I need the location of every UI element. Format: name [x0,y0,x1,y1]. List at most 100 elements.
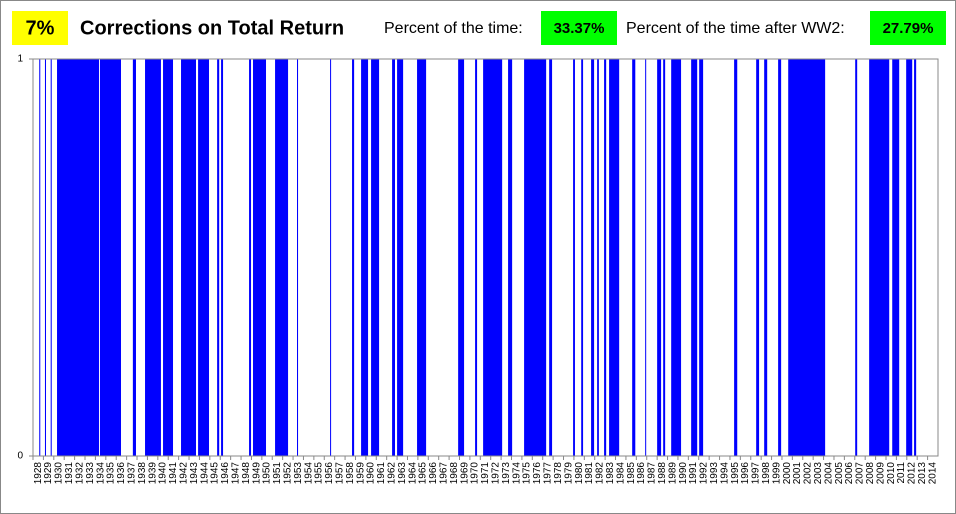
x-tick-label: 1976 [532,462,543,485]
x-tick-label: 1953 [293,462,304,485]
stat-label: Percent of the time after WW2: [626,20,845,37]
x-tick-label: 1989 [667,462,678,485]
x-tick-label: 1995 [730,462,741,485]
x-tick-label: 1949 [251,462,262,485]
x-tick-label: 2010 [886,462,897,485]
x-tick-label: 1963 [397,462,408,485]
x-tick-label: 1932 [74,462,85,485]
bar [778,59,782,456]
bar [330,59,332,456]
x-tick-label: 1971 [480,462,491,485]
x-tick-label: 1968 [449,462,460,485]
plot-frame [32,58,939,457]
x-tick-label: 1954 [303,462,314,485]
bar [657,59,662,456]
x-tick-label: 1985 [626,462,637,485]
x-tick-label: 1990 [678,462,689,485]
x-tick-label: 1996 [740,462,751,485]
x-tick-label: 1977 [543,462,554,485]
bar [249,59,252,456]
x-tick-label: 1938 [137,462,148,485]
bar [475,59,478,456]
x-tick-label: 1948 [241,462,252,485]
x-tick-label: 2011 [896,462,907,484]
x-tick-label: 1974 [511,462,522,485]
x-tick-label: 1964 [407,462,418,485]
bar [275,59,289,456]
x-tick-label: 1961 [376,462,387,485]
x-tick-label: 1942 [178,462,189,485]
bar [39,59,41,456]
bar [397,59,404,456]
x-tick-label: 1939 [147,462,158,485]
bar [671,59,682,456]
x-tick-label: 2004 [823,462,834,485]
bar [691,59,698,456]
bar [524,59,547,456]
x-tick-label: 2000 [782,462,793,485]
bar [914,59,917,456]
x-tick-label: 1959 [355,462,366,485]
bar [217,59,220,456]
x-tick-label: 1978 [553,462,564,485]
x-tick-label: 1931 [64,462,75,485]
x-tick-label: 1987 [647,462,658,485]
x-tick-label: 1983 [605,462,616,485]
x-tick-label: 2007 [855,462,866,485]
x-tick-label: 1950 [262,462,273,485]
x-tick-label: 1952 [282,462,293,485]
bar [597,59,599,456]
x-tick-label: 1933 [85,462,96,485]
x-tick-label: 1951 [272,462,283,485]
bar [392,59,395,456]
x-tick-label: 1992 [699,462,710,485]
x-tick-label: 2006 [844,462,855,485]
badge-box [12,11,68,45]
bar [181,59,197,456]
x-tick-label: 2001 [792,462,803,485]
bar [869,59,890,456]
x-tick-label: 1999 [771,462,782,485]
bar [44,59,47,456]
bar [221,59,224,456]
badge: 7% [26,17,55,39]
bar [734,59,738,456]
x-tick-label: 1955 [314,462,325,485]
x-tick-label: 1940 [158,462,169,485]
bar [163,59,174,456]
x-tick-label: 1997 [751,462,762,485]
x-tick-label: 1966 [428,462,439,485]
x-tick-label: 1973 [501,462,512,485]
stat-box [541,11,617,45]
x-tick-label: 1934 [95,462,106,485]
bar [764,59,768,456]
bar [297,59,299,456]
bar [50,59,52,456]
x-tick-label: 1928 [33,462,44,485]
x-tick-label: 1944 [199,462,210,485]
bar [253,59,267,456]
x-tick-label: 1962 [387,462,398,485]
bar [458,59,465,456]
bar [352,59,355,456]
bar [892,59,900,456]
bar [132,59,136,456]
x-tick-label: 1986 [636,462,647,485]
bar [573,59,575,456]
x-tick-label: 1982 [595,462,606,485]
x-tick-label: 2012 [907,462,918,485]
stat-value: 27.79% [883,20,934,37]
bar [581,59,584,456]
bar [361,59,369,456]
x-tick-label: 1937 [126,462,137,485]
y-tick-label: 0 [17,451,23,462]
x-tick-label: 1981 [584,462,595,485]
x-tick-label: 1929 [43,462,54,485]
x-tick-label: 1984 [615,462,626,485]
x-tick-label: 1930 [54,462,65,485]
bar [508,59,513,456]
x-tick-label: 1980 [574,462,585,485]
bar [663,59,666,456]
bar [645,59,647,456]
bar [906,59,913,456]
